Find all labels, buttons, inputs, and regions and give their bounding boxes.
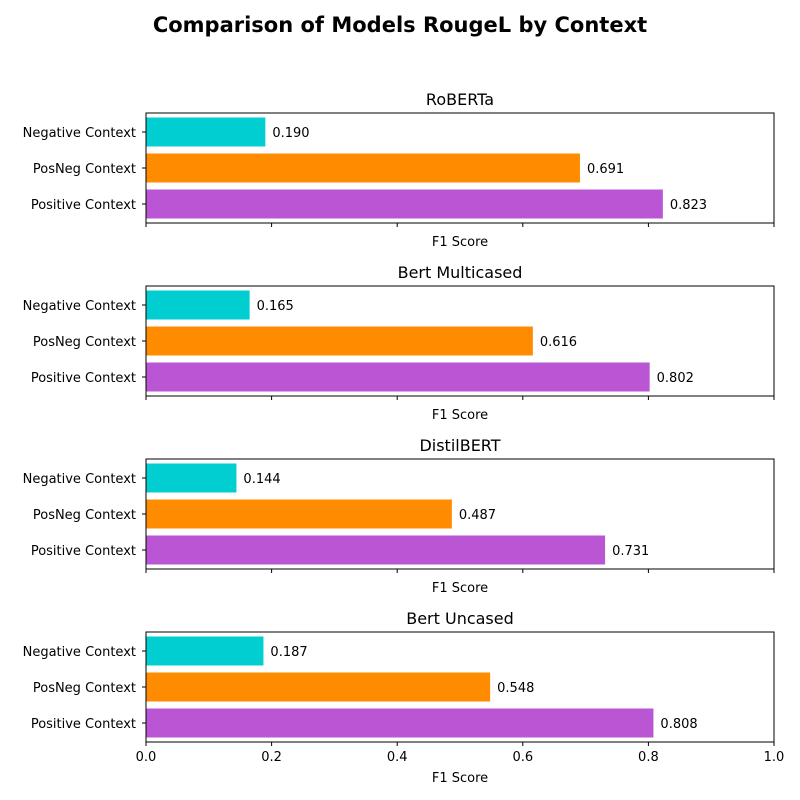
panel-title: DistilBERT bbox=[419, 436, 500, 455]
bar bbox=[146, 326, 533, 356]
panel-title: Bert Multicased bbox=[398, 263, 523, 282]
panel-title: RoBERTa bbox=[426, 90, 494, 109]
bar bbox=[146, 362, 650, 392]
data-label: 0.616 bbox=[540, 335, 577, 350]
chart-panel: DistilBERT Negative Context 0.144 PosNeg Co… bbox=[23, 436, 775, 596]
bar bbox=[146, 463, 237, 493]
chart-panel: Bert Multicased Negative Context 0.165 PosN… bbox=[23, 263, 775, 423]
data-label: 0.144 bbox=[243, 472, 280, 487]
bar bbox=[146, 672, 491, 702]
x-tick-label: 0.6 bbox=[512, 750, 533, 765]
x-tick-label: 0.4 bbox=[387, 750, 408, 765]
y-tick-label: Negative Context bbox=[23, 472, 136, 487]
y-tick-label: PosNeg Context bbox=[33, 508, 136, 523]
axes-frame bbox=[145, 631, 775, 743]
y-tick-label: Positive Context bbox=[31, 544, 136, 559]
y-tick-label: PosNeg Context bbox=[33, 681, 136, 696]
y-tick-label: PosNeg Context bbox=[33, 162, 136, 177]
x-tick-label: 0.0 bbox=[136, 750, 157, 765]
data-label: 0.165 bbox=[257, 299, 294, 314]
data-label: 0.190 bbox=[272, 126, 309, 141]
bar bbox=[146, 535, 606, 565]
chart-title: Comparison of Models RougeL by Context bbox=[153, 13, 647, 37]
bar bbox=[146, 290, 250, 320]
x-axis-label: F1 Score bbox=[432, 408, 488, 423]
data-label: 0.548 bbox=[497, 681, 534, 696]
data-label: 0.731 bbox=[612, 544, 649, 559]
y-tick-label: Positive Context bbox=[31, 371, 136, 386]
bar bbox=[146, 636, 264, 666]
x-tick-label: 1.0 bbox=[764, 750, 785, 765]
bar bbox=[146, 153, 580, 183]
bar bbox=[146, 189, 663, 219]
chart-panels: RoBERTa Negative Context 0.190 PosNeg Conte… bbox=[23, 90, 785, 786]
panel-title: Bert Uncased bbox=[406, 609, 514, 628]
y-tick-label: Negative Context bbox=[23, 126, 136, 141]
bar bbox=[146, 708, 654, 738]
x-tick-label: 0.2 bbox=[261, 750, 282, 765]
data-label: 0.802 bbox=[657, 371, 694, 386]
x-axis-label: F1 Score bbox=[432, 235, 488, 250]
data-label: 0.187 bbox=[270, 645, 307, 660]
x-axis-label: F1 Score bbox=[432, 581, 488, 596]
y-tick-label: PosNeg Context bbox=[33, 335, 136, 350]
bar bbox=[146, 117, 266, 147]
x-tick-label: 0.8 bbox=[638, 750, 659, 765]
chart-panel: RoBERTa Negative Context 0.190 PosNeg Conte… bbox=[23, 90, 775, 250]
bar bbox=[146, 499, 452, 529]
data-label: 0.487 bbox=[459, 508, 496, 523]
y-tick-label: Negative Context bbox=[23, 645, 136, 660]
chart-panel: Bert Uncased Negative Context 0.187 PosNeg … bbox=[23, 609, 785, 786]
axes-frame bbox=[145, 285, 775, 397]
y-tick-label: Positive Context bbox=[31, 198, 136, 213]
data-label: 0.691 bbox=[587, 162, 624, 177]
y-tick-label: Negative Context bbox=[23, 299, 136, 314]
y-tick-label: Positive Context bbox=[31, 717, 136, 732]
data-label: 0.823 bbox=[670, 198, 707, 213]
axes-frame bbox=[145, 458, 775, 570]
data-label: 0.808 bbox=[660, 717, 697, 732]
x-axis-label: F1 Score bbox=[432, 771, 488, 786]
axes-frame bbox=[145, 112, 775, 224]
